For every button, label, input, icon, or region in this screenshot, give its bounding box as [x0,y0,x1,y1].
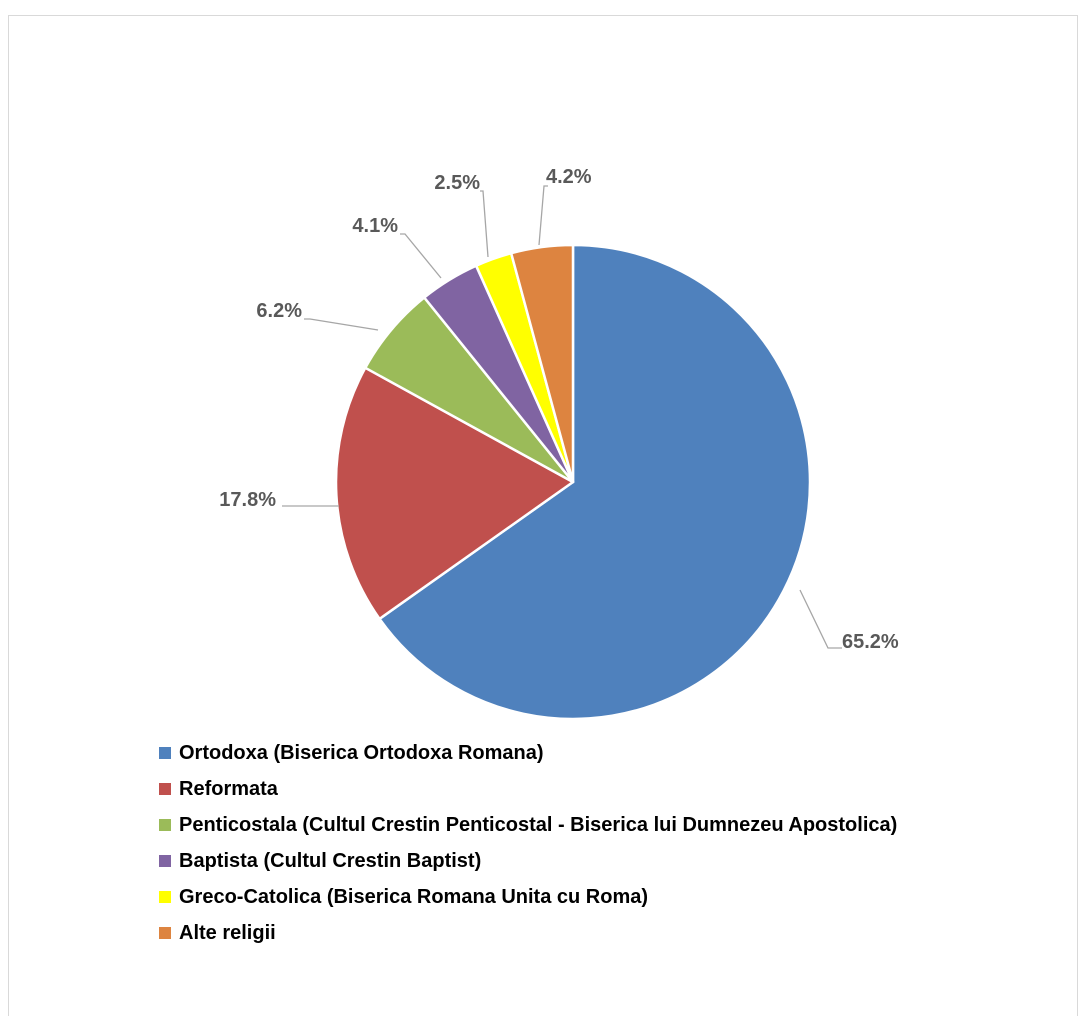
legend-label: Penticostala (Cultul Crestin Penticostal… [179,813,898,836]
pie-slice [378,243,812,721]
legend-item-baptista: Baptista (Cultul Crestin Baptist) [159,843,897,879]
legend-label: Baptista (Cultul Crestin Baptist) [179,849,482,872]
legend-swatch [159,891,171,903]
legend-item-ortodoxa: Ortodoxa (Biserica Ortodoxa Romana) [159,735,897,771]
leader-lines [282,185,842,649]
legend-swatch [159,819,171,831]
data-label: 4.2% [546,166,592,188]
pie-slice [334,366,575,621]
legend-label: Ortodoxa (Biserica Ortodoxa Romana) [179,741,544,764]
leader-line [304,318,379,331]
legend-item-reformata: Reformata [159,771,897,807]
legend-label: Greco-Catolica (Biserica Romana Unita cu… [179,885,649,908]
legend-swatch [159,747,171,759]
leader-line [400,233,442,279]
legend-label: Reformata [179,777,278,800]
data-label: 4.1% [352,215,398,237]
data-label: 17.8% [219,489,276,511]
leader-line [799,589,842,649]
legend-label: Alte religii [179,921,276,944]
pie-slices [334,243,812,721]
leader-line [538,185,548,246]
legend-swatch [159,783,171,795]
legend-item-penticostala: Penticostala (Cultul Crestin Penticostal… [159,807,897,843]
pie-slice [509,243,575,484]
legend-swatch [159,927,171,939]
leader-line [480,190,489,258]
data-label: 65.2% [842,631,899,653]
legend: Ortodoxa (Biserica Ortodoxa Romana) Refo… [159,735,897,951]
data-labels: 65.2% 17.8% 6.2% 4.1% 2.5% 4.2% [219,166,899,653]
legend-swatch [159,855,171,867]
data-label: 2.5% [434,172,480,194]
legend-item-alte-religii: Alte religii [159,915,897,951]
legend-item-greco-catolica: Greco-Catolica (Biserica Romana Unita cu… [159,879,897,915]
data-label: 6.2% [256,300,302,322]
